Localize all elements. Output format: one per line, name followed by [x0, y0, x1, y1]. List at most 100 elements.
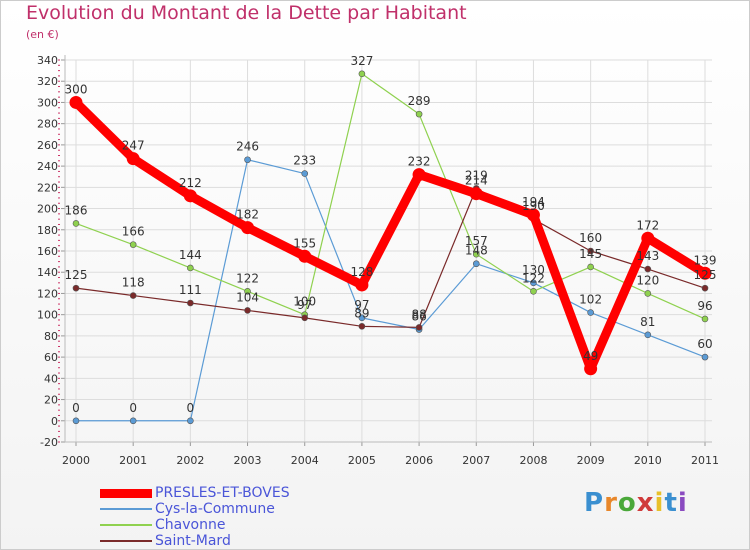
y-tick-label: 240 [37, 160, 58, 173]
data-label: 86 [411, 310, 426, 324]
series-line-2 [75, 73, 706, 320]
y-tick-label: 100 [37, 309, 58, 322]
y-tick-label: 300 [37, 96, 58, 109]
y-tick-label: 0 [51, 415, 58, 428]
data-point [644, 290, 652, 297]
logo-letter: o [617, 488, 637, 518]
data-label: 300 [65, 82, 88, 96]
data-label: 232 [408, 155, 431, 169]
data-point [701, 284, 709, 292]
data-point [187, 299, 194, 307]
x-tick-label: 2005 [348, 454, 376, 467]
data-point [412, 168, 426, 182]
data-point [587, 309, 594, 316]
data-point [301, 170, 309, 177]
legend-label: Chavonne [155, 517, 226, 533]
x-tick-label: 2008 [519, 454, 547, 467]
data-label: 102 [579, 293, 602, 307]
y-tick-label: 220 [37, 181, 58, 194]
data-label: 233 [293, 154, 316, 168]
data-point [644, 265, 652, 273]
data-label: 122 [236, 271, 259, 285]
logo-letter: x [636, 488, 655, 518]
y-tick-label: 320 [37, 75, 58, 88]
data-point [72, 417, 80, 425]
data-label: 143 [636, 249, 659, 263]
data-point [472, 250, 480, 258]
data-label: 166 [122, 225, 145, 239]
data-label: 100 [293, 295, 316, 309]
data-point [587, 247, 594, 255]
logo-letter: P [584, 488, 605, 518]
data-point [126, 152, 140, 166]
series-line-1 [75, 159, 706, 422]
data-point [641, 231, 655, 245]
x-tick-label: 2009 [577, 454, 605, 467]
legend-label: Cys-la-Commune [155, 501, 275, 517]
data-label: 118 [122, 276, 145, 290]
legend-label: Saint-Mard [155, 533, 231, 549]
data-point [530, 279, 537, 287]
data-point [187, 417, 194, 425]
data-label: 130 [522, 263, 545, 277]
data-point [584, 362, 598, 376]
y-tick-label: 340 [37, 54, 58, 67]
data-point [301, 314, 309, 322]
data-point [358, 323, 366, 330]
data-label: 160 [579, 231, 602, 245]
data-label: 212 [179, 176, 202, 190]
y-tick-label: 280 [37, 118, 58, 131]
data-label: 247 [122, 139, 145, 153]
data-point [644, 331, 652, 339]
x-tick-label: 2011 [691, 454, 719, 467]
x-tick-label: 2000 [62, 454, 90, 467]
y-tick-label: 180 [37, 224, 58, 237]
data-label: 104 [236, 290, 259, 304]
y-tick-label: 20 [44, 394, 58, 407]
data-label: 155 [293, 236, 316, 250]
y-tick-label: 40 [44, 372, 58, 385]
legend-swatch [100, 508, 152, 510]
data-point [183, 189, 197, 203]
data-label: 60 [697, 337, 712, 351]
data-label: 148 [465, 244, 488, 258]
data-label: 190 [522, 199, 545, 213]
data-point [530, 288, 537, 295]
y-tick-label: 80 [44, 330, 58, 343]
y-tick-label: 260 [37, 139, 58, 152]
data-label: 186 [65, 203, 88, 217]
data-point [355, 278, 369, 292]
logo-letter: i [654, 488, 665, 518]
data-point [469, 187, 483, 201]
data-point [358, 314, 366, 322]
data-label: 219 [465, 168, 488, 182]
data-label: 0 [72, 401, 80, 415]
data-point [72, 220, 80, 227]
data-point [72, 284, 80, 292]
data-label: 145 [579, 247, 602, 261]
data-point [701, 315, 709, 323]
data-point [587, 263, 594, 271]
data-label: 97 [297, 298, 312, 312]
data-point [472, 260, 480, 268]
data-label: 88 [411, 307, 426, 321]
data-label: 128 [350, 265, 373, 279]
legend-swatch [100, 540, 152, 542]
data-label: 289 [408, 94, 431, 108]
data-point [298, 249, 312, 263]
data-label: 194 [522, 195, 545, 209]
x-tick-label: 2001 [119, 454, 147, 467]
data-label: 327 [350, 54, 373, 68]
logo-letter: t [664, 488, 678, 518]
series-line-0 [71, 97, 710, 374]
series-line-3 [75, 187, 706, 328]
data-point [187, 264, 194, 272]
data-label: 111 [179, 283, 202, 297]
data-point [526, 208, 540, 222]
data-point [129, 241, 137, 248]
logo-letter: i [677, 488, 688, 518]
y-tick-label: -20 [40, 436, 58, 449]
data-label: 214 [465, 174, 488, 188]
proxiti-logo: Proxiti [584, 488, 688, 518]
